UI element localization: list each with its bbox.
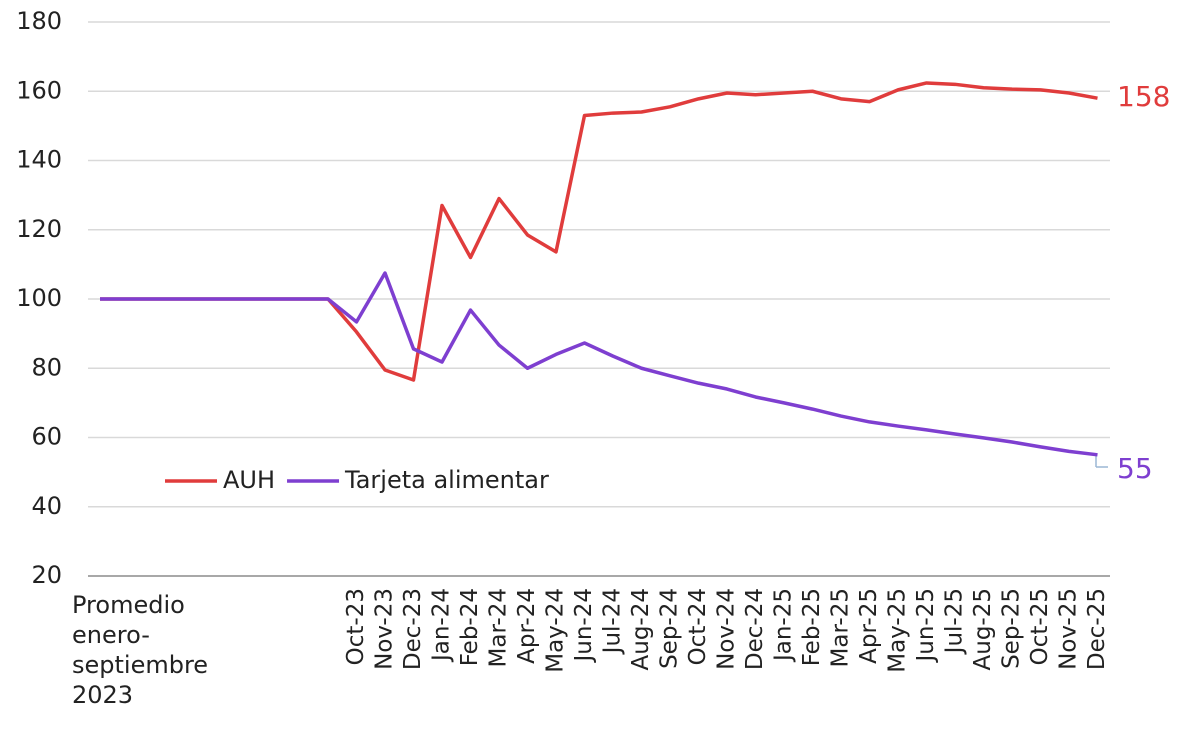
line — [100, 271, 1098, 457]
x-tick-label: Jul-24 — [600, 588, 626, 655]
x-tick-label: Feb-25 — [799, 588, 825, 666]
x-tick-label: Oct-23 — [343, 588, 369, 665]
x-tick-label: Jul-25 — [942, 588, 968, 655]
y-tick-label: 40 — [31, 492, 62, 520]
x-tick-label: Jan-25 — [771, 588, 797, 663]
line — [100, 81, 1098, 382]
x-tick-label: Jan-24 — [429, 588, 455, 663]
y-tick-label: 20 — [31, 561, 62, 589]
x-tick-label-box: Promedio enero-septiembre 2023 — [72, 591, 209, 709]
x-tick-label: Jun-25 — [913, 588, 939, 664]
legend-label: AUH — [223, 466, 275, 494]
x-tick-label: Aug-24 — [628, 588, 654, 670]
end-label: 55 — [1117, 452, 1153, 485]
x-tick-label: May-25 — [885, 588, 911, 673]
x-tick-label: Jun-24 — [571, 588, 597, 664]
y-tick-label: 180 — [16, 7, 62, 35]
x-tick-label: Aug-25 — [970, 588, 996, 670]
x-tick-label: Nov-24 — [714, 588, 740, 670]
end-label: 158 — [1117, 80, 1170, 113]
x-tick-label: Oct-24 — [685, 588, 711, 665]
y-tick-label: 100 — [16, 284, 62, 312]
x-tick-label: May-24 — [543, 588, 569, 673]
y-tick-label: 140 — [16, 146, 62, 174]
x-tick-label: Feb-24 — [457, 588, 483, 666]
y-tick-label: 160 — [16, 76, 62, 104]
legend-label: Tarjeta alimentar — [344, 466, 549, 494]
x-tick-label: Apr-24 — [514, 588, 540, 664]
x-tick-label: Sep-25 — [999, 588, 1025, 669]
x-tick-label: Mar-25 — [828, 588, 854, 668]
x-tick-label: Dec-23 — [400, 588, 426, 670]
x-tick-label: Promedio enero-septiembre 2023 — [72, 591, 209, 709]
x-tick-label: Oct-25 — [1027, 588, 1053, 665]
y-tick-label: 120 — [16, 215, 62, 243]
y-tick-label: 80 — [31, 353, 62, 381]
x-tick-label: Dec-24 — [742, 588, 768, 670]
x-tick-label: Nov-23 — [372, 588, 398, 670]
y-tick-label: 60 — [31, 423, 62, 451]
x-tick-label: Mar-24 — [486, 588, 512, 668]
x-tick-label: Apr-25 — [856, 588, 882, 664]
x-tick-label: Sep-24 — [657, 588, 683, 669]
x-tick-label: Dec-25 — [1084, 588, 1110, 670]
x-tick-label: Nov-25 — [1056, 588, 1082, 670]
